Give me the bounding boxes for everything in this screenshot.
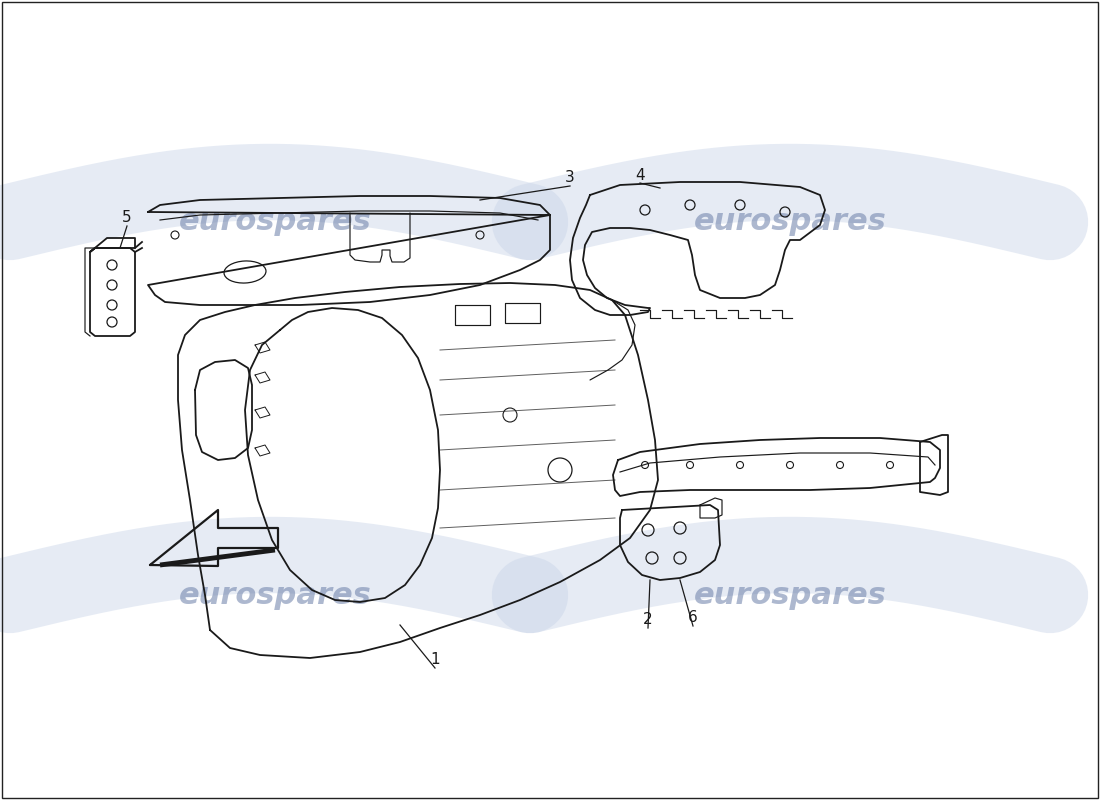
Text: eurospares: eurospares [178, 581, 372, 610]
Text: 5: 5 [122, 210, 132, 226]
Text: 2: 2 [644, 613, 652, 627]
Text: eurospares: eurospares [178, 207, 372, 237]
Text: 3: 3 [565, 170, 575, 186]
Text: 1: 1 [430, 653, 440, 667]
Text: eurospares: eurospares [694, 207, 887, 237]
Text: eurospares: eurospares [694, 581, 887, 610]
Text: 6: 6 [689, 610, 697, 626]
Text: 4: 4 [635, 167, 645, 182]
